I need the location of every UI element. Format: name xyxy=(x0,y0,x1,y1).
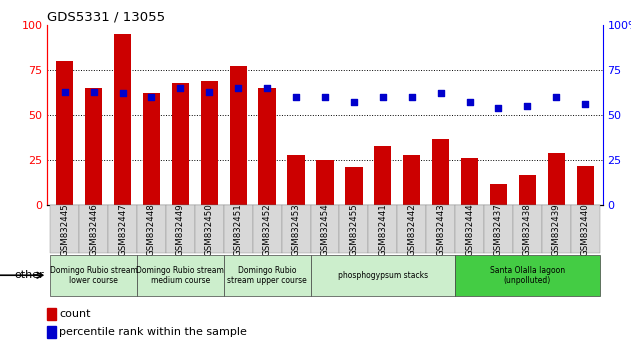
Point xyxy=(551,94,562,100)
Bar xyxy=(398,205,426,253)
Bar xyxy=(484,205,513,253)
Bar xyxy=(50,205,79,253)
Point xyxy=(59,89,69,95)
Point xyxy=(88,89,98,95)
Text: Domingo Rubio
stream upper course: Domingo Rubio stream upper course xyxy=(227,266,307,285)
Text: GSM832452: GSM832452 xyxy=(262,203,271,256)
Bar xyxy=(56,61,73,205)
Bar xyxy=(195,205,224,253)
Bar xyxy=(114,34,131,205)
Text: GSM832455: GSM832455 xyxy=(350,203,358,256)
Text: other: other xyxy=(15,270,44,280)
Text: GSM832445: GSM832445 xyxy=(60,203,69,256)
Bar xyxy=(224,205,252,253)
Bar xyxy=(432,138,449,205)
Bar xyxy=(137,205,166,253)
Point xyxy=(320,94,330,100)
Bar xyxy=(166,205,195,253)
Text: GSM832449: GSM832449 xyxy=(176,203,185,256)
Bar xyxy=(50,255,137,296)
Bar xyxy=(310,205,339,253)
Bar xyxy=(455,255,599,296)
Text: GSM832439: GSM832439 xyxy=(552,203,561,256)
Bar xyxy=(224,255,310,296)
Text: Domingo Rubio stream
medium course: Domingo Rubio stream medium course xyxy=(136,266,224,285)
Point xyxy=(175,85,186,91)
Bar xyxy=(339,205,369,253)
Bar xyxy=(374,146,391,205)
Bar xyxy=(369,205,398,253)
Text: GSM832444: GSM832444 xyxy=(465,203,474,256)
Text: GSM832446: GSM832446 xyxy=(89,203,98,256)
Point xyxy=(522,103,533,109)
Bar xyxy=(455,205,484,253)
Text: GSM832438: GSM832438 xyxy=(523,203,532,256)
Text: percentile rank within the sample: percentile rank within the sample xyxy=(59,327,247,337)
Bar xyxy=(259,88,276,205)
Text: GSM832442: GSM832442 xyxy=(407,203,416,256)
Point xyxy=(233,85,244,91)
Bar xyxy=(461,158,478,205)
Bar xyxy=(85,88,102,205)
Bar xyxy=(548,153,565,205)
Bar xyxy=(143,93,160,205)
Bar xyxy=(230,66,247,205)
Text: GSM832440: GSM832440 xyxy=(581,203,590,256)
Point xyxy=(464,99,475,105)
Bar xyxy=(490,184,507,205)
Bar xyxy=(345,167,363,205)
Bar xyxy=(79,205,108,253)
Text: GSM832451: GSM832451 xyxy=(233,203,243,256)
Bar xyxy=(47,308,56,320)
Text: GDS5331 / 13055: GDS5331 / 13055 xyxy=(47,11,165,24)
Bar xyxy=(310,255,455,296)
Text: GSM832441: GSM832441 xyxy=(379,203,387,256)
Bar xyxy=(137,255,224,296)
Point xyxy=(349,99,359,105)
Text: GSM832448: GSM832448 xyxy=(147,203,156,256)
Point xyxy=(406,94,416,100)
Bar xyxy=(316,160,334,205)
Bar xyxy=(252,205,281,253)
Point xyxy=(204,89,215,95)
Point xyxy=(117,91,127,96)
Point xyxy=(581,101,591,107)
Point xyxy=(262,85,272,91)
Text: GSM832450: GSM832450 xyxy=(205,203,214,256)
Bar xyxy=(281,205,310,253)
Text: GSM832437: GSM832437 xyxy=(494,203,503,256)
Bar xyxy=(47,326,56,338)
Bar xyxy=(108,205,137,253)
Point xyxy=(146,94,156,100)
Point xyxy=(378,94,388,100)
Bar xyxy=(426,205,455,253)
Text: GSM832454: GSM832454 xyxy=(321,203,329,256)
Bar xyxy=(577,166,594,205)
Bar xyxy=(571,205,599,253)
Text: Domingo Rubio stream
lower course: Domingo Rubio stream lower course xyxy=(50,266,138,285)
Bar xyxy=(542,205,571,253)
Bar xyxy=(519,175,536,205)
Text: GSM832447: GSM832447 xyxy=(118,203,127,256)
Point xyxy=(493,105,504,111)
Point xyxy=(291,94,301,100)
Text: count: count xyxy=(59,309,91,319)
Text: Santa Olalla lagoon
(unpolluted): Santa Olalla lagoon (unpolluted) xyxy=(490,266,565,285)
Bar xyxy=(172,82,189,205)
Bar xyxy=(403,155,420,205)
Bar xyxy=(513,205,542,253)
Bar xyxy=(287,155,305,205)
Text: phosphogypsum stacks: phosphogypsum stacks xyxy=(338,271,428,280)
Point xyxy=(435,91,445,96)
Bar xyxy=(201,81,218,205)
Text: GSM832453: GSM832453 xyxy=(292,203,300,256)
Text: GSM832443: GSM832443 xyxy=(436,203,445,256)
